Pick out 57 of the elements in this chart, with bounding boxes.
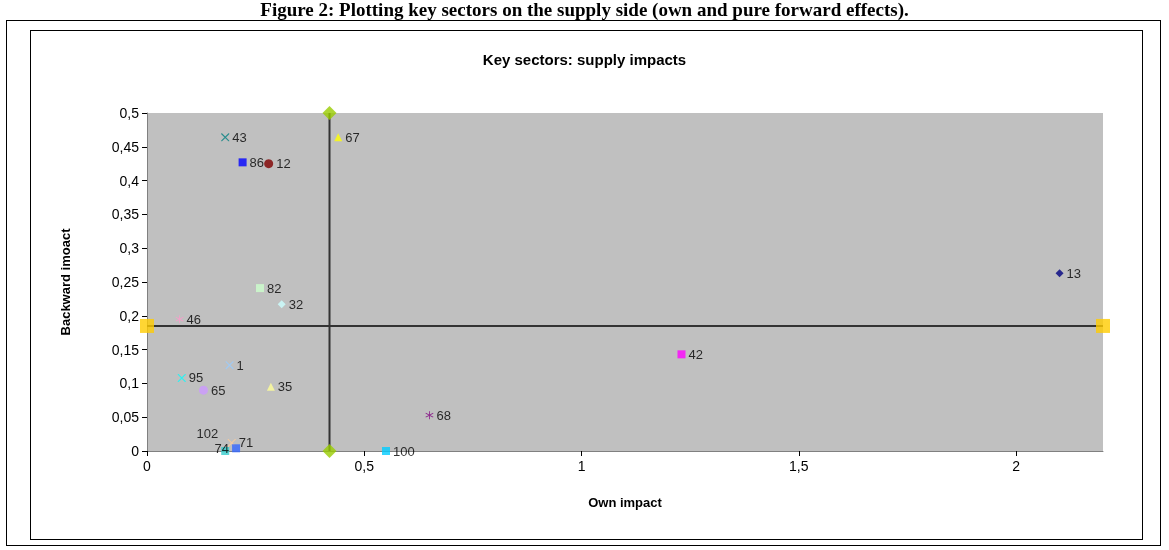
point (1096, 318, 1110, 333)
y-tick-label: 0,05 (111, 409, 140, 426)
y-tick-label: 0,25 (111, 274, 140, 290)
point (225, 361, 234, 370)
y-tick-label: 0,5 (119, 105, 140, 121)
series-label: 12 (276, 156, 291, 172)
y-tick-label: 0,2 (119, 307, 140, 324)
point (238, 158, 247, 167)
x-tick-label: 1,5 (789, 458, 809, 474)
x-axis-title: Own impact (588, 495, 663, 510)
series-label: 1 (236, 357, 244, 373)
series-label: 71 (238, 435, 254, 451)
x-tick-label: 0 (143, 458, 152, 474)
point (175, 315, 184, 324)
series-label: 95 (188, 370, 204, 386)
series-label: 13 (1066, 265, 1082, 281)
series-label: 42 (688, 346, 703, 362)
series-label: 46 (186, 311, 202, 327)
point (232, 444, 241, 453)
series-label: 43 (232, 129, 247, 145)
y-tick-label: 0,1 (119, 375, 140, 392)
y-tick-label: 0,35 (111, 206, 140, 223)
y-tick-label: 0 (131, 443, 140, 459)
x-tick-label: 2 (1012, 458, 1021, 474)
point (277, 300, 286, 309)
x-tick-label: 0,5 (354, 458, 375, 474)
point (677, 350, 686, 359)
y-tick-label: 0,4 (119, 172, 140, 189)
point (255, 284, 264, 293)
series-label: 102 (196, 425, 219, 441)
point (199, 385, 208, 395)
series-label: 74 (214, 440, 230, 456)
series-label: 32 (288, 296, 304, 312)
point (140, 318, 154, 333)
series-label: 86 (249, 154, 265, 170)
point (221, 133, 230, 142)
point (266, 382, 275, 391)
point (425, 411, 434, 420)
caption: Figure 2: Plotting key sectors on the supply side (own and pure forward effects). (259, 0, 910, 20)
point (382, 447, 390, 455)
series-label: 100 (393, 443, 415, 459)
point (177, 373, 186, 382)
series-label: 65 (210, 382, 226, 398)
chart-title: Key sectors: supply impacts (482, 51, 687, 68)
series-label: 35 (277, 379, 293, 395)
point (322, 444, 337, 458)
x-tick-label: 1 (577, 458, 586, 474)
y-tick-label: 0,15 (111, 341, 140, 358)
point (322, 106, 337, 120)
y-tick-label: 0,3 (119, 240, 140, 257)
series-label: 68 (436, 407, 451, 423)
series-label: 67 (345, 129, 360, 145)
y-axis-title: Backward imoact (58, 227, 73, 336)
point (1055, 269, 1064, 278)
y-tick-label: 0,45 (111, 138, 140, 155)
series-label: 82 (266, 280, 282, 296)
point (264, 159, 274, 169)
